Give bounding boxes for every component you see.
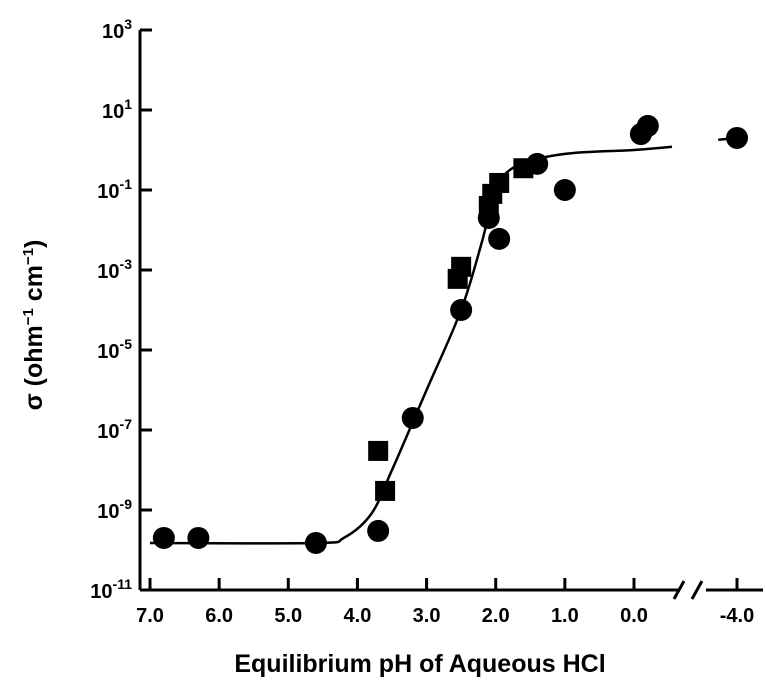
x-tick-label: 4.0 <box>344 605 372 627</box>
data-points <box>152 114 748 554</box>
data-point-square <box>368 440 389 461</box>
data-point-circle <box>187 526 210 549</box>
axes <box>138 30 763 600</box>
y-tick-label: 10-9 <box>97 496 132 523</box>
x-tick-label: 3.0 <box>413 605 441 627</box>
y-axis-title-exp-1: −1 <box>20 308 37 325</box>
data-point-circle <box>726 126 748 149</box>
data-point-circle <box>152 526 175 549</box>
fit-curve <box>149 136 738 545</box>
x-tick-label: 7.0 <box>136 605 164 627</box>
y-tick-label-base: 10 <box>97 181 119 203</box>
y-tick-label: 10-5 <box>97 336 132 363</box>
y-tick-label-base: 10 <box>97 261 119 283</box>
data-point-square <box>513 158 534 179</box>
data-point-square <box>489 172 510 193</box>
x-tick-label: -4.0 <box>720 605 754 627</box>
y-tick-label-base: 10 <box>97 421 119 443</box>
data-point-circle <box>636 114 659 137</box>
y-axis-title: σ (ohm−1 cm−1) <box>20 240 48 411</box>
y-tick-label: 10-7 <box>97 416 132 443</box>
y-tick-label-exp: 3 <box>124 16 132 32</box>
y-tick-label-exp: -11 <box>113 576 133 592</box>
y-tick-label: 101 <box>102 96 132 123</box>
y-tick-label-base: 10 <box>102 21 124 43</box>
x-tick-label: 0.0 <box>620 605 648 627</box>
y-tick-label-base: 10 <box>102 101 124 123</box>
y-tick-label: 10-11 <box>90 576 132 603</box>
y-tick-label-exp: 1 <box>124 96 132 112</box>
x-tick-label: 1.0 <box>551 605 579 627</box>
y-axis-title-unit: cm <box>20 265 48 308</box>
data-point-circle <box>553 179 576 201</box>
data-point-circle <box>450 299 473 321</box>
y-tick-label-base: 10 <box>97 501 119 523</box>
data-point-circle <box>304 531 327 554</box>
y-axis-title-exp-2: −1 <box>20 248 37 265</box>
x-ticks: 7.0 6.0 5.0 4.0 3.0 2.0 1.0 0.0 -4.0 <box>136 578 754 627</box>
x-tick-label: 6.0 <box>205 605 233 627</box>
y-tick-label-base: 10 <box>90 581 112 603</box>
y-tick-label-base: 10 <box>97 341 119 363</box>
break-slash <box>672 580 686 600</box>
y-tick-label-exp: -3 <box>120 256 133 272</box>
y-tick-label-exp: -7 <box>120 416 133 432</box>
x-tick-label: 5.0 <box>274 605 302 627</box>
data-point-square <box>451 256 472 277</box>
data-point-circle <box>367 519 390 542</box>
y-tick-label: 103 <box>102 16 132 43</box>
y-tick-label-exp: -5 <box>120 336 133 352</box>
break-slash <box>690 580 704 600</box>
data-point-circle <box>401 406 424 429</box>
x-tick-label: 2.0 <box>482 605 510 627</box>
y-tick-label-exp: -9 <box>120 496 133 512</box>
x-axis-break-marker <box>672 580 704 600</box>
y-axis-title-end: ) <box>20 240 48 248</box>
y-tick-label: 10-3 <box>97 256 132 283</box>
y-tick-label-exp: -1 <box>120 176 133 192</box>
y-axis-title-base: σ (ohm <box>20 325 48 410</box>
y-tick-label: 10-1 <box>97 176 132 203</box>
x-axis-title: Equilibrium pH of Aqueous HCl <box>234 650 605 678</box>
data-point-square <box>375 480 396 501</box>
data-point-circle <box>488 227 511 250</box>
